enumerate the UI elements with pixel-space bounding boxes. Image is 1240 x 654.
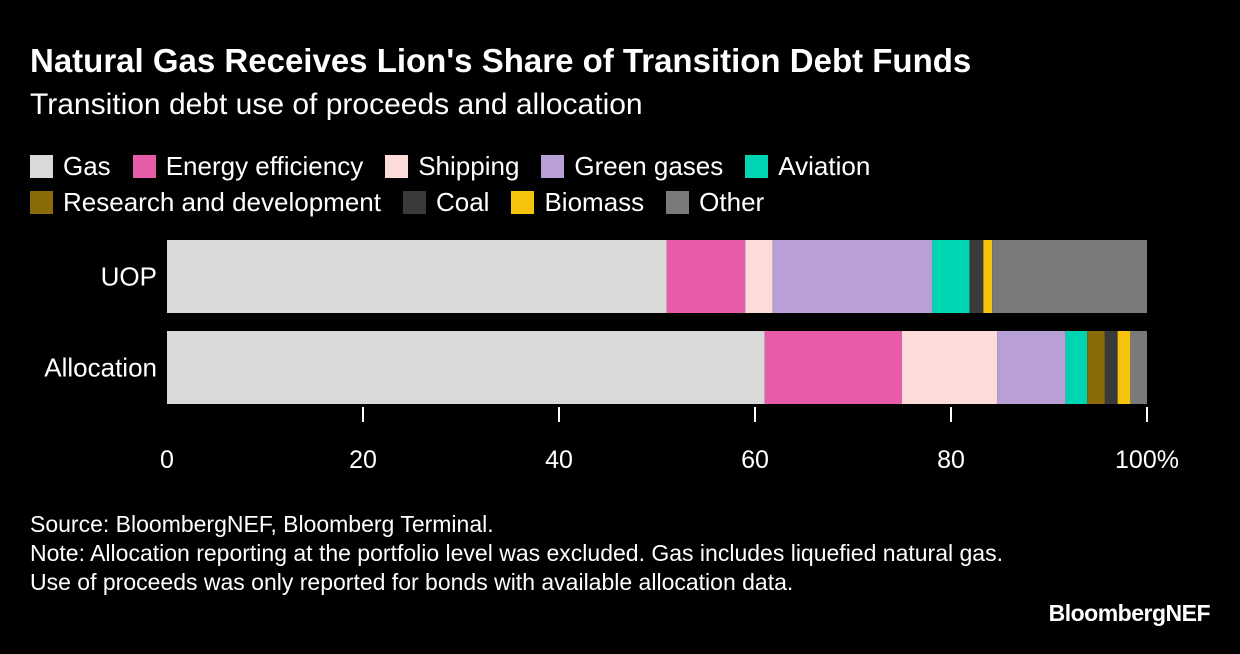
bar-segment-allocation-coal xyxy=(1104,331,1118,404)
legend-swatch xyxy=(541,154,565,178)
legend-row: Gas Energy efficiency Shipping Green gas… xyxy=(30,148,1030,184)
bar-segment-uop-coal xyxy=(969,240,984,313)
chart-subtitle: Transition debt use of proceeds and allo… xyxy=(30,88,643,121)
x-tick-label: 40 xyxy=(545,446,573,474)
footnote: Source: BloombergNEF, Bloomberg Terminal… xyxy=(30,510,1010,597)
bloombergnef-logo: BloombergNEF xyxy=(1048,600,1211,626)
bar-segment-allocation-aviation xyxy=(1065,331,1088,404)
legend-label: Energy efficiency xyxy=(165,150,364,181)
legend-swatch xyxy=(745,154,769,178)
legend-item-biomass: Biomass xyxy=(511,187,644,218)
legend-item-green-gases: Green gases xyxy=(541,151,723,182)
category-label-allocation: Allocation xyxy=(44,353,157,383)
bar-segment-uop-aviation xyxy=(932,240,970,313)
bar-segment-uop-shipping xyxy=(745,240,773,313)
bar-segment-allocation-energy-efficiency xyxy=(764,331,902,404)
legend-item-coal: Coal xyxy=(402,186,490,218)
legend-item-shipping: Shipping xyxy=(385,151,519,182)
legend-row: Research and development Coal Biomass Ot… xyxy=(30,184,1030,220)
bar-segment-uop-other xyxy=(992,240,1147,313)
legend-item-aviation: Aviation xyxy=(745,151,870,182)
legend-item-research-and-development: Research and development xyxy=(30,187,381,218)
legend-label: Research and development xyxy=(63,186,381,217)
legend-label: Other xyxy=(699,186,765,217)
stacked-bar-chart: UOP Allocation 0 20 40 60 80 100% xyxy=(44,240,1179,474)
legend-label: Shipping xyxy=(418,150,520,181)
x-tick-label: 0 xyxy=(160,446,174,474)
x-tick-label: 20 xyxy=(349,446,377,474)
note-text: Note: Allocation reporting at the portfo… xyxy=(30,540,1003,595)
bar-segment-allocation-shipping xyxy=(902,331,998,404)
legend-label: Biomass xyxy=(544,186,645,217)
bar-segment-allocation-research-and-development xyxy=(1087,331,1105,404)
bar-segment-uop-biomass xyxy=(983,240,993,313)
legend-swatch xyxy=(30,190,53,214)
x-tick-label: 100% xyxy=(1115,446,1179,474)
legend: Gas Energy efficiency Shipping Green gas… xyxy=(30,148,1030,220)
chart-title: Natural Gas Receives Lion's Share of Tra… xyxy=(30,42,972,79)
legend-swatch xyxy=(385,154,409,178)
legend-label: Aviation xyxy=(778,150,871,181)
legend-item-other: Other xyxy=(666,187,764,218)
x-tick-label: 60 xyxy=(741,446,769,474)
bar-segment-allocation-green-gases xyxy=(997,331,1066,404)
legend-label: Coal xyxy=(435,186,490,217)
x-tick-label: 80 xyxy=(937,446,965,474)
bar-segment-allocation-other xyxy=(1130,331,1147,404)
category-label-uop: UOP xyxy=(101,262,157,292)
legend-label: Green gases xyxy=(574,150,724,181)
source-text: Source: BloombergNEF, Bloomberg Terminal… xyxy=(30,511,494,537)
legend-swatch xyxy=(666,190,690,214)
bar-segment-uop-gas xyxy=(167,240,667,313)
legend-swatch xyxy=(30,154,53,178)
bar-segment-uop-green-gases xyxy=(772,240,933,313)
bar-segment-allocation-biomass xyxy=(1117,331,1131,404)
legend-swatch xyxy=(511,190,535,214)
legend-swatch xyxy=(132,154,156,178)
bar-segment-uop-energy-efficiency xyxy=(666,240,746,313)
legend-item-gas: Gas xyxy=(30,151,111,182)
bar-segment-allocation-gas xyxy=(167,331,765,404)
legend-swatch xyxy=(402,190,426,214)
legend-label: Gas xyxy=(63,150,111,181)
legend-item-energy-efficiency: Energy efficiency xyxy=(132,150,364,182)
